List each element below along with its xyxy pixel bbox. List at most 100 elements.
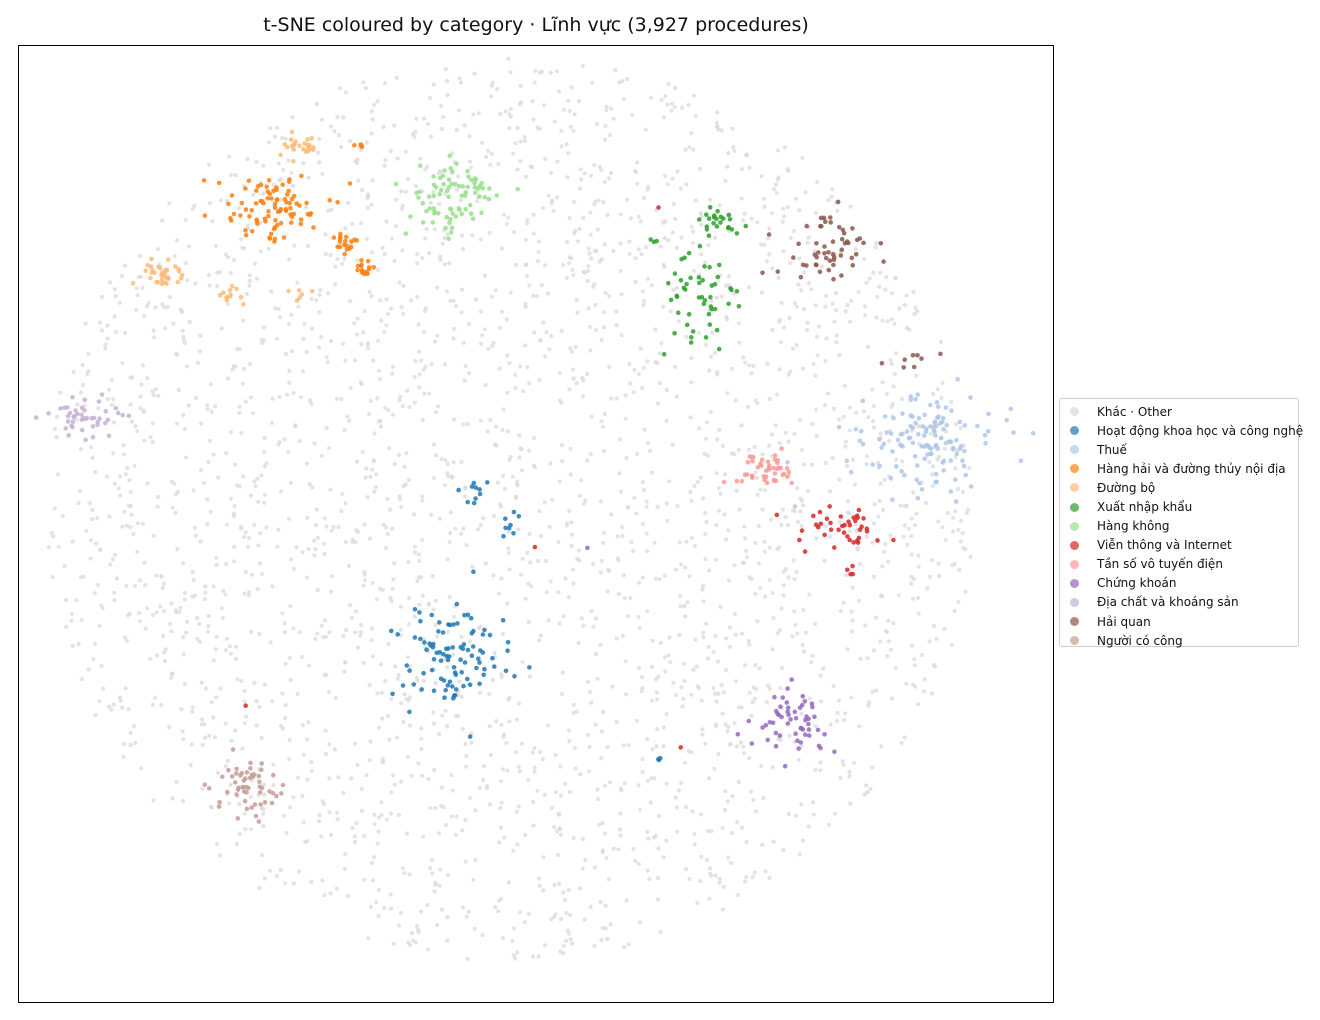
data-point-other (195, 636, 200, 642)
data-point-other (567, 912, 573, 918)
data-point-other (451, 298, 456, 303)
legend-item: Khác · Other (1060, 402, 1298, 421)
data-point-other (343, 90, 348, 95)
data-point-other (348, 299, 353, 304)
data-point-other (318, 288, 323, 293)
data-point-other (393, 224, 398, 229)
data-point-series-10 (822, 251, 827, 256)
data-point-series-0 (447, 679, 453, 685)
data-point-other (353, 159, 358, 164)
data-point-series-4 (681, 285, 687, 291)
data-point-other (464, 764, 469, 769)
data-point-series-5 (462, 193, 468, 198)
data-point-series-9 (84, 415, 90, 421)
data-point-other (624, 692, 629, 697)
data-point-other (751, 798, 756, 803)
data-point-series-0 (417, 610, 422, 615)
data-point-other (169, 672, 174, 677)
data-point-other (806, 281, 812, 286)
data-point-series-4 (706, 216, 712, 221)
data-point-series-10 (831, 262, 836, 268)
data-point-other (645, 609, 650, 614)
data-point-series-4 (718, 220, 723, 225)
data-point-other (545, 723, 551, 728)
data-point-series-5 (466, 174, 471, 179)
data-point-other (953, 455, 958, 460)
data-point-other (814, 433, 819, 438)
data-point-other (664, 838, 669, 843)
data-point-other (393, 664, 398, 669)
data-point-other (925, 586, 930, 591)
data-point-other (208, 509, 213, 514)
data-point-other (813, 724, 818, 729)
data-point-other (306, 663, 311, 668)
data-point-series-1 (929, 451, 934, 457)
data-point-other (875, 294, 880, 299)
data-point-other (334, 397, 339, 402)
data-point-other (523, 596, 528, 601)
data-point-other (417, 372, 422, 377)
data-point-other (389, 790, 394, 795)
data-point-series-3 (302, 141, 308, 146)
data-point-series-4 (734, 289, 740, 294)
data-point-other (640, 757, 645, 762)
data-point-series-10 (841, 231, 847, 236)
data-point-series-8 (785, 686, 790, 691)
data-point-other (741, 751, 747, 756)
data-point-other (161, 633, 166, 639)
data-point-series-5 (456, 183, 462, 189)
data-point-other (679, 235, 684, 240)
data-point-other (530, 99, 535, 104)
data-point-series-4 (666, 280, 671, 286)
data-point-other (150, 421, 155, 426)
data-point-other (640, 575, 645, 580)
data-point-series-5 (420, 200, 426, 206)
data-point-series-0 (424, 647, 429, 652)
data-point-other (934, 636, 939, 641)
data-point-other (958, 425, 963, 431)
data-point-other (577, 493, 582, 498)
data-point-series-8 (772, 694, 777, 700)
data-point-series-1 (890, 497, 895, 503)
data-point-other (690, 229, 696, 234)
data-point-other (503, 109, 508, 114)
data-point-series-11 (233, 771, 239, 776)
data-point-other (523, 174, 529, 179)
data-point-series-6 (857, 527, 863, 532)
data-point-series-9 (70, 419, 76, 425)
data-point-other (112, 481, 117, 486)
data-point-series-4 (727, 217, 733, 222)
data-point-other (268, 126, 273, 131)
data-point-other (490, 343, 495, 348)
data-point-other (243, 569, 248, 575)
data-point-other (399, 779, 404, 784)
data-point-other (321, 802, 327, 807)
data-point-other (779, 340, 784, 345)
data-point-other (778, 686, 783, 691)
data-point-other (408, 723, 413, 728)
data-point-other (640, 385, 645, 390)
data-point-other (484, 154, 489, 160)
data-point-series-6 (678, 745, 683, 750)
data-point-other (729, 451, 734, 456)
data-point-other (160, 302, 165, 307)
data-point-other (701, 496, 706, 501)
data-point-other (422, 391, 427, 396)
data-point-other (286, 450, 291, 455)
data-point-series-10 (826, 250, 831, 255)
data-point-other (719, 294, 724, 299)
data-point-other (594, 616, 599, 621)
data-point-other (283, 351, 288, 357)
data-point-series-3 (154, 280, 159, 285)
data-point-series-11 (230, 747, 236, 752)
data-point-series-1 (922, 456, 928, 462)
data-point-other (882, 477, 887, 482)
data-point-other (770, 266, 775, 271)
data-point-series-5 (408, 214, 413, 219)
data-point-other (833, 308, 839, 313)
data-point-other (105, 397, 110, 402)
data-point-other (641, 302, 646, 307)
data-point-series-5 (448, 217, 453, 222)
data-point-series-5 (450, 211, 456, 216)
data-point-other (742, 524, 747, 529)
